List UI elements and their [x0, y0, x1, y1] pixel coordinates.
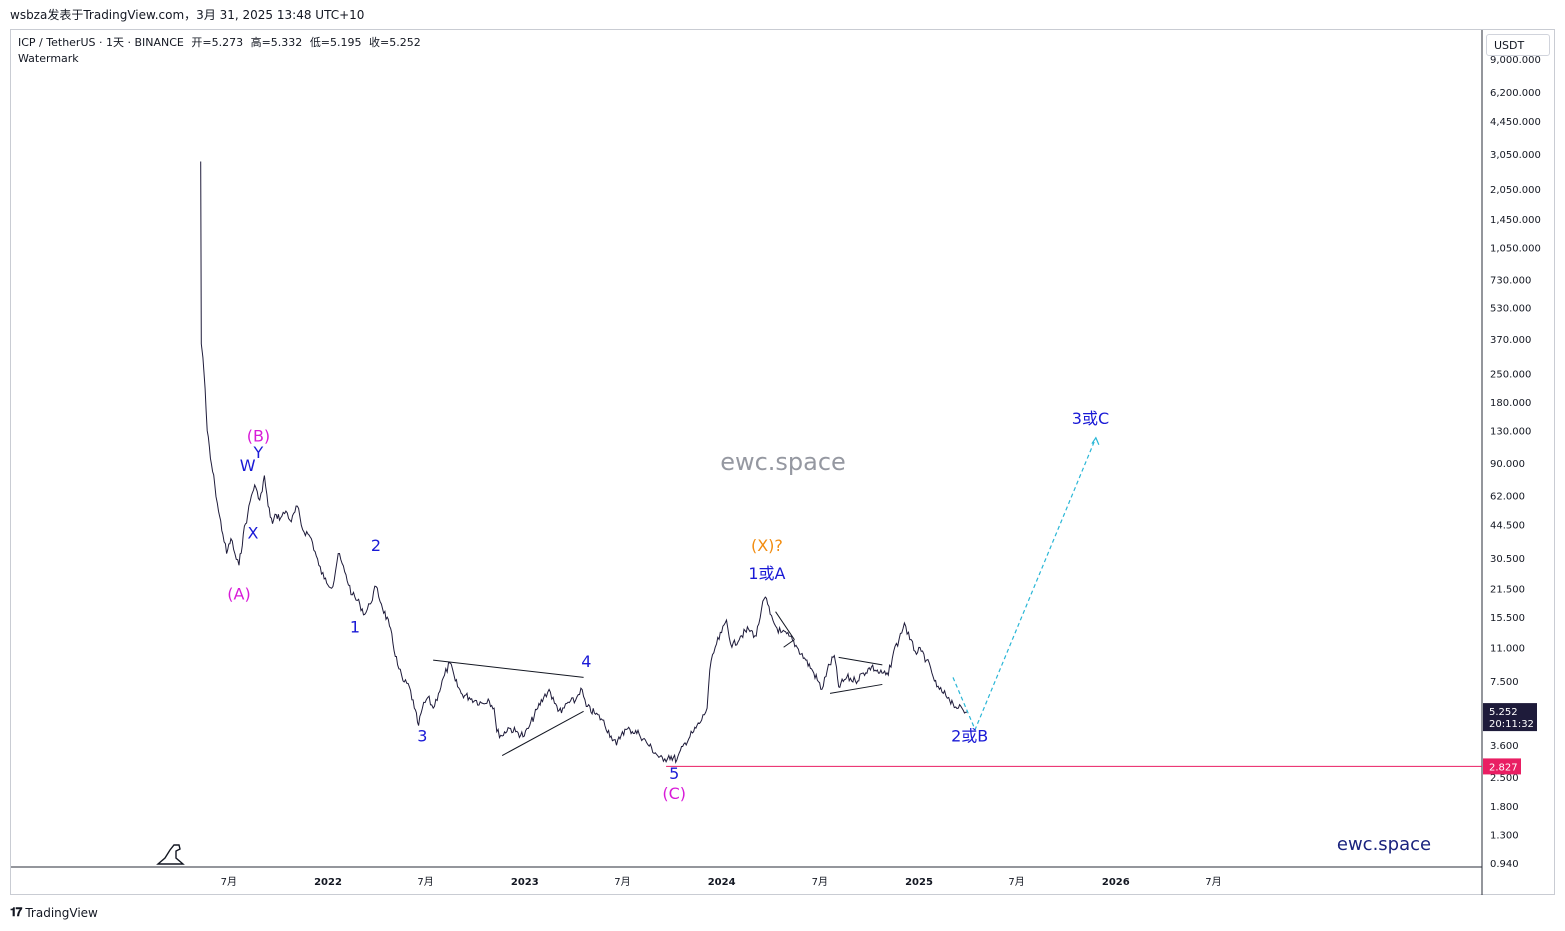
currency-button[interactable]: USDT: [1486, 34, 1550, 56]
wave-label-1[interactable]: W: [240, 456, 256, 475]
y-tick-0: 9,000.000: [1490, 55, 1541, 66]
y-tick-12: 130.000: [1490, 427, 1531, 438]
x-tick-4: 7月: [614, 876, 630, 888]
x-tick-9: 2026: [1102, 877, 1130, 888]
y-tick-25: 0.940: [1490, 859, 1519, 870]
y-tick-3: 3,050.000: [1490, 150, 1541, 161]
y-tick-2: 4,450.000: [1490, 117, 1541, 128]
trendline-0[interactable]: [433, 659, 584, 678]
wave-label-9[interactable]: 5: [669, 764, 679, 783]
y-tick-7: 730.000: [1490, 275, 1531, 286]
high-value: 高=5.332: [250, 36, 303, 49]
wave-label-2[interactable]: Y: [253, 443, 264, 462]
tradingview-footer[interactable]: 𝟏𝟕 TradingView: [10, 905, 98, 920]
wave-label-6[interactable]: 1: [350, 618, 360, 637]
trendline-5[interactable]: [829, 683, 883, 694]
x-tick-8: 7月: [1008, 876, 1024, 888]
y-tick-11: 180.000: [1490, 398, 1531, 409]
wave-label-13[interactable]: 2或B: [951, 727, 988, 746]
support-price-label: 2.827: [1489, 762, 1518, 773]
symbol-legend[interactable]: ICP / TetherUS · 1天 · BINANCE 开=5.273 高=…: [18, 34, 425, 50]
trendline-4[interactable]: [838, 656, 883, 666]
y-tick-16: 30.500: [1490, 554, 1525, 565]
y-tick-24: 1.300: [1490, 831, 1519, 842]
x-tick-10: 7月: [1205, 876, 1221, 888]
last-price-tag: [1483, 703, 1537, 732]
y-tick-20: 7.500: [1490, 677, 1519, 688]
x-tick-2: 7月: [417, 876, 433, 888]
projection-arrowhead: [1091, 436, 1100, 445]
projection-path[interactable]: [952, 437, 1097, 732]
trendline-3[interactable]: [783, 639, 795, 648]
x-tick-1: 2022: [314, 877, 342, 888]
center-watermark: ewc.space: [720, 448, 846, 476]
y-tick-6: 1,050.000: [1490, 244, 1541, 255]
trendline-1[interactable]: [501, 710, 584, 756]
footer-brand: TradingView: [25, 905, 98, 920]
close-value: 收=5.252: [369, 36, 421, 49]
wave-label-10[interactable]: (C): [662, 784, 686, 803]
wave-label-4[interactable]: (A): [227, 584, 250, 603]
y-tick-23: 1.800: [1490, 802, 1519, 813]
y-tick-13: 90.000: [1490, 459, 1525, 470]
low-value: 低=5.195: [309, 36, 362, 49]
wave-label-14[interactable]: 3或C: [1072, 409, 1109, 428]
x-tick-0: 7月: [221, 876, 237, 888]
y-tick-14: 62.000: [1490, 492, 1525, 503]
wave-label-12[interactable]: 1或A: [748, 564, 785, 583]
y-tick-4: 2,050.000: [1490, 185, 1541, 196]
y-tick-22: 2.500: [1490, 773, 1519, 784]
wave-label-3[interactable]: X: [248, 524, 259, 543]
wave-label-0[interactable]: (B): [247, 426, 270, 445]
last-price-label: 5.252: [1489, 707, 1518, 718]
y-tick-10: 250.000: [1490, 369, 1531, 380]
y-tick-21: 3.600: [1490, 741, 1519, 752]
price-series-0[interactable]: [200, 161, 968, 764]
wave-label-7[interactable]: 3: [417, 727, 427, 746]
wave-label-8[interactable]: 4: [581, 652, 591, 671]
y-tick-5: 1,450.000: [1490, 215, 1541, 226]
open-value: 开=5.273: [191, 36, 244, 49]
y-tick-15: 44.500: [1490, 521, 1525, 532]
y-tick-8: 530.000: [1490, 303, 1531, 314]
corner-watermark: ewc.space: [1337, 834, 1431, 855]
y-tick-1: 6,200.000: [1490, 88, 1541, 99]
x-tick-6: 7月: [812, 876, 828, 888]
wave-label-5[interactable]: 2: [371, 536, 381, 555]
indicator-legend[interactable]: Watermark: [18, 52, 79, 65]
y-tick-18: 15.500: [1490, 613, 1525, 624]
y-tick-9: 370.000: [1490, 335, 1531, 346]
symbol-name[interactable]: ICP / TetherUS · 1天 · BINANCE: [18, 36, 184, 49]
chart-caption: wsbza发表于TradingView.com，3月 31, 2025 13:4…: [10, 8, 365, 22]
y-tick-17: 21.500: [1490, 585, 1525, 596]
dino-icon[interactable]: [156, 844, 185, 865]
bar-countdown: 20:11:32: [1489, 719, 1534, 730]
trendline-2[interactable]: [775, 611, 795, 640]
chart-frame: [10, 29, 1555, 895]
y-tick-19: 11.000: [1490, 643, 1525, 654]
x-tick-5: 2024: [708, 877, 736, 888]
x-tick-3: 2023: [511, 877, 539, 888]
support-price-tag: [1483, 758, 1521, 775]
wave-label-11[interactable]: (X)?: [751, 536, 783, 555]
tradingview-logo-icon: 𝟏𝟕: [10, 905, 22, 919]
x-tick-7: 2025: [905, 877, 933, 888]
